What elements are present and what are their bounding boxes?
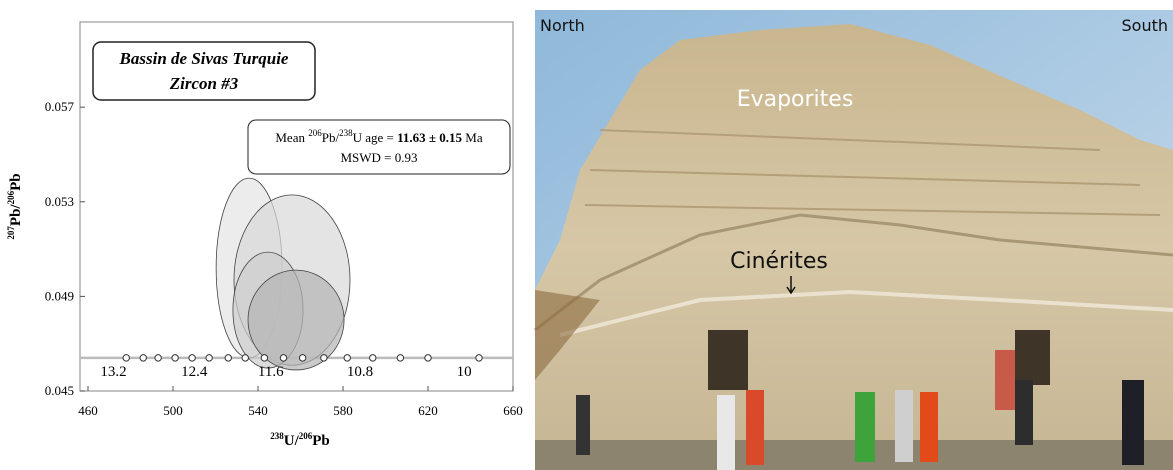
- x-tick-label: 620: [418, 403, 438, 418]
- arrow: [786, 276, 796, 295]
- y-axis-label-part: Pb: [8, 173, 24, 191]
- concordia-age-point: [298, 354, 307, 362]
- concordia-age-point: [396, 354, 405, 362]
- concordia-age-point: [224, 354, 232, 362]
- ash-layer: [559, 289, 1173, 337]
- concordia-age-point: [475, 354, 483, 362]
- annotation-box: [247, 119, 511, 175]
- south-label: South: [1122, 16, 1169, 35]
- concordia-age-point: [171, 354, 179, 362]
- concordia-age-point: [139, 354, 147, 362]
- bedding: [534, 213, 1173, 332]
- x-axis-label-part: 206: [299, 431, 313, 441]
- person: [746, 390, 764, 465]
- mean-age-part: U age =: [353, 130, 398, 145]
- concordia-age-point: [279, 354, 288, 362]
- plot-frame: [79, 21, 514, 392]
- concordia-age-point: [188, 354, 196, 362]
- x-tick-label: 540: [248, 403, 268, 418]
- person: [855, 392, 875, 462]
- title-line: Bassin de Sivas Turquie: [119, 49, 289, 68]
- cinerites-label: Cinérites: [730, 249, 828, 274]
- age-label: 10.8: [347, 364, 373, 380]
- x-tick-label: 580: [333, 403, 353, 418]
- people: [576, 350, 1144, 470]
- person: [920, 392, 938, 462]
- mean-age-part: 11.63 ± 0.15: [397, 130, 462, 145]
- mean-age-part: Ma: [462, 130, 483, 145]
- x-axis-label-part: 238: [270, 431, 284, 441]
- mean-age: Mean 206Pb/238U age = 11.63 ± 0.15 Ma: [275, 128, 482, 145]
- outcrop-photo: North South Evaporites Cinérites: [534, 10, 1173, 470]
- y-axis-label-part: Pb/: [8, 204, 24, 227]
- mean-age-part: 238: [339, 128, 353, 138]
- evaporites-label: Evaporites: [737, 87, 854, 112]
- person: [1015, 380, 1033, 445]
- mswd: MSWD = 0.93: [340, 150, 417, 165]
- x-tick-label: 460: [78, 403, 98, 418]
- y-axis-label: 207Pb/206Pb: [6, 173, 24, 239]
- concordia-age-point: [369, 354, 377, 362]
- concordia-age-point: [343, 354, 351, 362]
- person: [895, 390, 913, 462]
- concordia-age-point: [260, 354, 269, 362]
- y-tick-label: 0.053: [45, 194, 74, 209]
- concordia-age-point: [205, 354, 213, 362]
- concordia-age-point: [122, 354, 130, 362]
- x-tick-label: 660: [503, 403, 523, 418]
- mean-age-part: Pb/: [322, 130, 340, 145]
- person: [717, 395, 735, 470]
- concordia-chart: 460 500 540 580 620 660 0.045 0.049 0.053 0.057 13…: [6, 21, 523, 449]
- concordia-age-point: [424, 354, 432, 362]
- y-axis-label-part: 206: [6, 190, 16, 204]
- age-label: 10: [457, 364, 472, 380]
- age-label: 12.4: [181, 364, 208, 380]
- concordia-age-point: [241, 354, 249, 362]
- cavity: [708, 330, 748, 390]
- y-tick-label: 0.049: [45, 288, 74, 303]
- age-label: 13.2: [100, 364, 126, 380]
- y-axis-label-part: 207: [6, 226, 16, 240]
- x-tick-label: 500: [163, 403, 183, 418]
- person: [576, 395, 590, 455]
- concordia-age-point: [154, 354, 162, 362]
- x-axis-label: 238U/206Pb: [270, 431, 330, 449]
- y-tick-label: 0.057: [45, 99, 75, 114]
- y-tick-label: 0.045: [45, 383, 74, 398]
- person: [995, 350, 1015, 410]
- mean-age-part: 206: [308, 128, 322, 138]
- person: [1122, 380, 1144, 465]
- ground: [535, 440, 1173, 470]
- title-line: Zircon #3: [169, 74, 239, 93]
- bedding: [584, 129, 1161, 216]
- age-label: 11.6: [258, 364, 284, 380]
- north-label: North: [540, 16, 585, 35]
- mean-age-part: Mean: [275, 130, 308, 145]
- x-axis-label-part: U/: [284, 433, 300, 449]
- x-axis-label-part: Pb: [312, 433, 330, 449]
- error-ellipse: [247, 269, 345, 371]
- title-box: [92, 41, 316, 101]
- concordia-age-point: [320, 354, 328, 362]
- vegetation: [535, 290, 600, 380]
- cavity: [1015, 330, 1050, 385]
